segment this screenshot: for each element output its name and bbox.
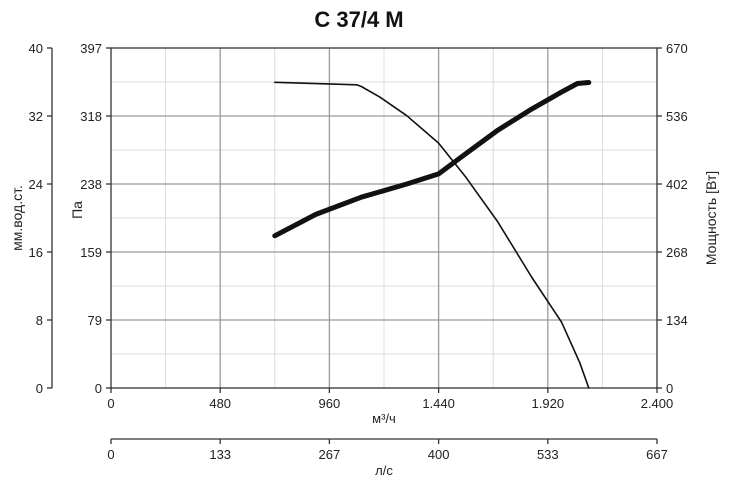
- plot-frame: [110, 47, 658, 389]
- y-inner-tick-label: 397: [80, 41, 102, 56]
- y-outer-tick-label: 0: [36, 381, 43, 396]
- chart-title: C 37/4 M: [314, 7, 403, 32]
- y-outer-tick-label: 32: [29, 109, 43, 124]
- x-secondary-tick-label: 533: [537, 447, 559, 462]
- y-right-tick-label: 536: [666, 109, 688, 124]
- y-inner-tick-label: 318: [80, 109, 102, 124]
- x-secondary-tick-label: 267: [319, 447, 341, 462]
- y-inner-tick-label: 238: [80, 177, 102, 192]
- x-axis-secondary-label: л/с: [375, 463, 393, 478]
- y-inner-tick-label: 159: [80, 245, 102, 260]
- x-secondary-tick-label: 0: [107, 447, 114, 462]
- x-primary-tick-label: 1.920: [532, 396, 565, 411]
- pressure-curve: [273, 81, 590, 389]
- y-axis-right-label: Мощность [Вт]: [703, 171, 719, 265]
- x-primary-tick-label: 480: [209, 396, 231, 411]
- y-axis-left-inner-label: Па: [69, 201, 85, 219]
- power-curve: [272, 80, 592, 239]
- x-primary-tick-label: 1.440: [422, 396, 455, 411]
- y-right-tick-label: 134: [666, 313, 688, 328]
- x-secondary-tick-label: 667: [646, 447, 668, 462]
- y-axis-left-outer-label: мм.вод.ст.: [9, 185, 25, 251]
- y-right-tick-label: 670: [666, 41, 688, 56]
- series-layer: [272, 80, 592, 389]
- x-secondary-tick-label: 133: [209, 447, 231, 462]
- x-primary-tick-label: 0: [107, 396, 114, 411]
- y-right-tick-label: 402: [666, 177, 688, 192]
- x-primary-tick-label: 2.400: [641, 396, 674, 411]
- y-outer-tick-label: 40: [29, 41, 43, 56]
- y-right-tick-label: 268: [666, 245, 688, 260]
- y-outer-tick-label: 16: [29, 245, 43, 260]
- y-outer-tick-label: 24: [29, 177, 43, 192]
- y-outer-tick-label: 8: [36, 313, 43, 328]
- y-right-tick-label: 0: [666, 381, 673, 396]
- x-axis-primary-label: м³/ч: [372, 411, 396, 426]
- y-inner-tick-label: 79: [88, 313, 102, 328]
- y-inner-tick-label: 0: [95, 381, 102, 396]
- grid: [111, 48, 657, 388]
- x-primary-tick-label: 960: [319, 396, 341, 411]
- x-secondary-tick-label: 400: [428, 447, 450, 462]
